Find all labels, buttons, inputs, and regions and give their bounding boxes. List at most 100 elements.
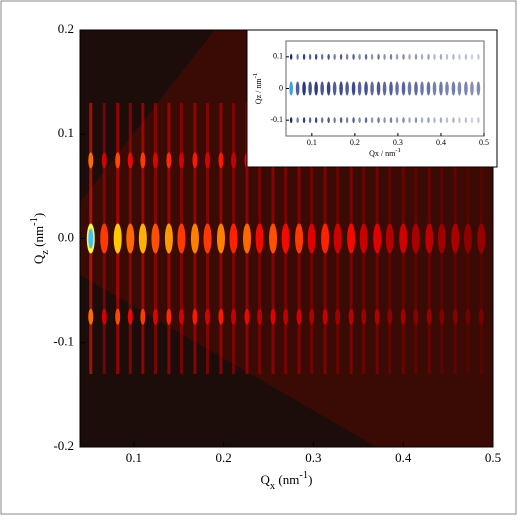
x-tick-label: 0.3	[305, 450, 321, 465]
inset-satellite	[308, 117, 312, 124]
satellite-peak	[152, 308, 158, 325]
inset-peak	[376, 81, 381, 96]
y-tick-label: -0.1	[53, 334, 74, 349]
satellite-peak	[192, 308, 198, 325]
peak	[385, 223, 394, 254]
satellite-peak	[270, 308, 276, 325]
satellite-peak	[309, 308, 315, 325]
satellite-peak	[101, 152, 107, 169]
peak	[347, 223, 356, 254]
inset-satellite	[420, 53, 424, 60]
peak	[269, 223, 278, 254]
inset-x-tick-label: 0.3	[393, 138, 403, 147]
x-axis-label-part: )	[308, 472, 312, 487]
satellite-peak	[127, 308, 133, 325]
inset-satellite	[302, 117, 306, 124]
inset-satellite	[302, 53, 306, 60]
satellite-peak	[101, 308, 107, 325]
inset-peak	[389, 81, 393, 96]
inset-peak	[308, 81, 312, 96]
peak	[373, 223, 382, 254]
inset-satellite	[458, 117, 461, 124]
inset-x-tick-label: 0.2	[350, 138, 360, 147]
peak	[411, 223, 420, 254]
satellite-peak	[348, 308, 354, 325]
inset-peak	[476, 81, 481, 96]
satellite-peak	[400, 308, 406, 325]
inset-peak	[426, 81, 431, 96]
y-axis-label-part: -1	[29, 217, 40, 226]
inset-y-axis-label-part: -1	[252, 73, 259, 79]
inset-peak	[464, 81, 468, 96]
inset-peak	[326, 81, 331, 96]
satellite-peak	[361, 308, 367, 325]
inset-y-tick-label: -0.1	[270, 115, 283, 124]
inset-satellite	[402, 53, 405, 60]
inset-satellite	[445, 53, 449, 60]
inset-x-tick-label: 0.4	[436, 138, 446, 147]
peak	[437, 223, 446, 254]
y-tick-label: -0.2	[53, 438, 74, 453]
y-tick-label: 0.1	[58, 125, 74, 140]
inset-satellite	[433, 117, 436, 124]
inset-y-axis-label: Qz / nm-1	[252, 73, 263, 104]
x-axis-label: Qx (nm-1)	[261, 470, 313, 492]
inset-satellite	[383, 53, 386, 60]
inset-peak	[432, 81, 437, 96]
inset-y-axis-label-part: Qz / nm	[254, 78, 263, 105]
x-axis-label-part: -1	[299, 470, 308, 481]
satellite-peak	[218, 152, 224, 169]
inset-satellite	[296, 53, 299, 60]
inset-satellite	[314, 53, 318, 60]
inset-satellite	[470, 117, 474, 124]
inset-satellite	[452, 53, 455, 60]
satellite-peak	[204, 308, 210, 325]
x-axis-label-part: Q	[261, 472, 271, 487]
inset-satellite	[377, 117, 380, 124]
inset-peak	[332, 81, 337, 96]
satellite-peak	[140, 152, 146, 169]
inset-satellite	[470, 53, 474, 60]
peak	[307, 223, 316, 254]
inset-x-axis-label: Qx / nm-1	[369, 147, 401, 158]
peak	[138, 223, 147, 254]
inset-satellite	[333, 117, 336, 124]
peak	[477, 223, 486, 254]
inset-satellite	[327, 53, 330, 60]
x-tick-label: 0.2	[216, 450, 232, 465]
inset-satellite	[358, 117, 361, 124]
satellite-peak	[426, 308, 432, 325]
y-tick-label: 0.2	[58, 21, 74, 36]
y-axis-label-part: )	[31, 213, 46, 217]
satellite-peak	[115, 308, 121, 325]
satellite-peak	[478, 308, 484, 325]
inset-peak	[364, 81, 368, 96]
satellite-peak	[231, 308, 237, 325]
satellite-peak	[166, 308, 172, 325]
x-tick-label: 0.5	[485, 450, 501, 465]
satellite-peak	[283, 308, 289, 325]
peak	[242, 223, 251, 254]
inset-satellite	[414, 53, 418, 60]
inset-peak	[439, 81, 443, 96]
inset-peak	[395, 81, 399, 96]
satellite-peak	[257, 308, 263, 325]
satellite-peak	[192, 152, 198, 169]
inset-satellite	[370, 53, 374, 60]
y-axis-label-part: z	[40, 250, 51, 255]
peak	[164, 223, 173, 254]
inset-peak	[314, 81, 318, 96]
peak	[255, 223, 264, 254]
inset-peak	[401, 81, 406, 96]
peak	[100, 223, 109, 254]
inset-satellite	[477, 53, 480, 60]
inset-satellite	[464, 53, 468, 60]
y-axis-label: Qz (nm-1)	[29, 213, 51, 264]
inset-peak	[382, 81, 387, 96]
inset-peak	[320, 81, 324, 96]
inset-peak	[414, 81, 418, 96]
inset-peak	[357, 81, 362, 96]
inset-satellite	[289, 53, 293, 60]
y-axis-label-part: (nm	[31, 226, 46, 250]
inset-satellite	[296, 117, 299, 124]
